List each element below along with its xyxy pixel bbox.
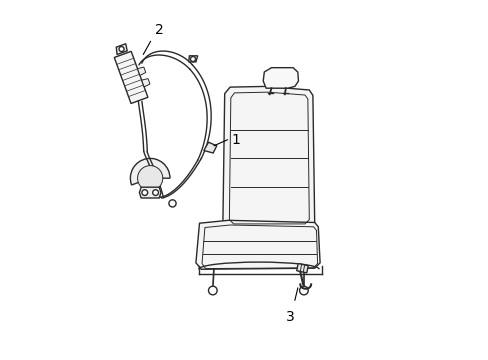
Text: 3: 3	[285, 310, 294, 324]
Circle shape	[119, 46, 124, 51]
Polygon shape	[116, 44, 127, 55]
Polygon shape	[188, 56, 197, 62]
Circle shape	[299, 286, 307, 295]
Circle shape	[208, 286, 217, 295]
Text: 1: 1	[231, 133, 240, 147]
Polygon shape	[296, 264, 307, 273]
Circle shape	[142, 190, 147, 195]
Polygon shape	[114, 51, 148, 103]
Polygon shape	[137, 67, 145, 75]
Polygon shape	[263, 68, 298, 88]
Text: 2: 2	[154, 23, 163, 37]
Circle shape	[137, 166, 163, 191]
Polygon shape	[142, 78, 150, 87]
Polygon shape	[139, 187, 161, 198]
Circle shape	[168, 200, 176, 207]
Polygon shape	[223, 86, 314, 229]
Circle shape	[190, 57, 195, 62]
Polygon shape	[196, 220, 320, 269]
Wedge shape	[130, 158, 170, 185]
Circle shape	[152, 190, 158, 195]
Polygon shape	[203, 142, 216, 153]
